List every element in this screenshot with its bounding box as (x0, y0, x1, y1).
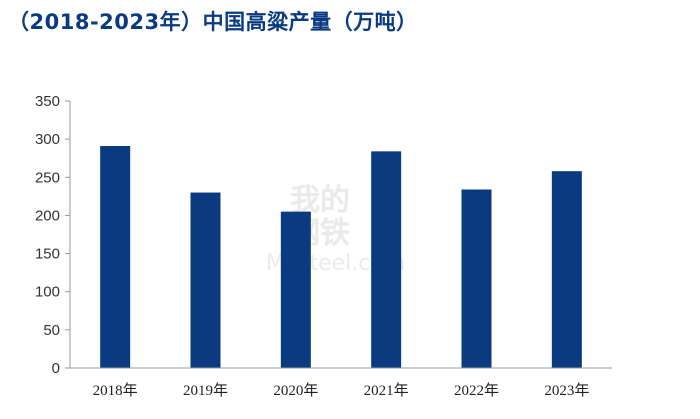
y-tick-label: 50 (43, 322, 60, 339)
x-category-label: 2021年 (364, 382, 409, 399)
y-tick-label: 0 (52, 360, 60, 377)
x-category-label: 2020年 (273, 382, 318, 399)
y-tick-label: 100 (35, 284, 60, 301)
x-category-label: 2019年 (183, 382, 228, 399)
y-axis-ticks: 0 50 100 150 200 250 300 350 (35, 93, 70, 377)
chart-title: （2018-2023年）中国高粱产量（万吨） (8, 10, 418, 34)
bar-6 (551, 171, 582, 368)
bar-5 (461, 189, 492, 368)
bar-2 (190, 192, 221, 368)
bar-4 (371, 151, 402, 368)
y-tick-label: 200 (35, 207, 60, 224)
x-axis-labels: 2018年 2019年 2020年 2021年 2022年 2023年 (93, 382, 590, 399)
bar-3 (280, 211, 311, 368)
x-category-label: 2018年 (93, 382, 138, 399)
x-category-label: 2023年 (544, 382, 589, 399)
y-tick-label: 350 (35, 93, 60, 110)
bars (100, 146, 582, 368)
y-tick-label: 300 (35, 131, 60, 148)
y-tick-label: 150 (35, 246, 60, 263)
bar-1 (100, 146, 131, 368)
x-category-label: 2022年 (454, 382, 499, 399)
y-tick-label: 250 (35, 169, 60, 186)
